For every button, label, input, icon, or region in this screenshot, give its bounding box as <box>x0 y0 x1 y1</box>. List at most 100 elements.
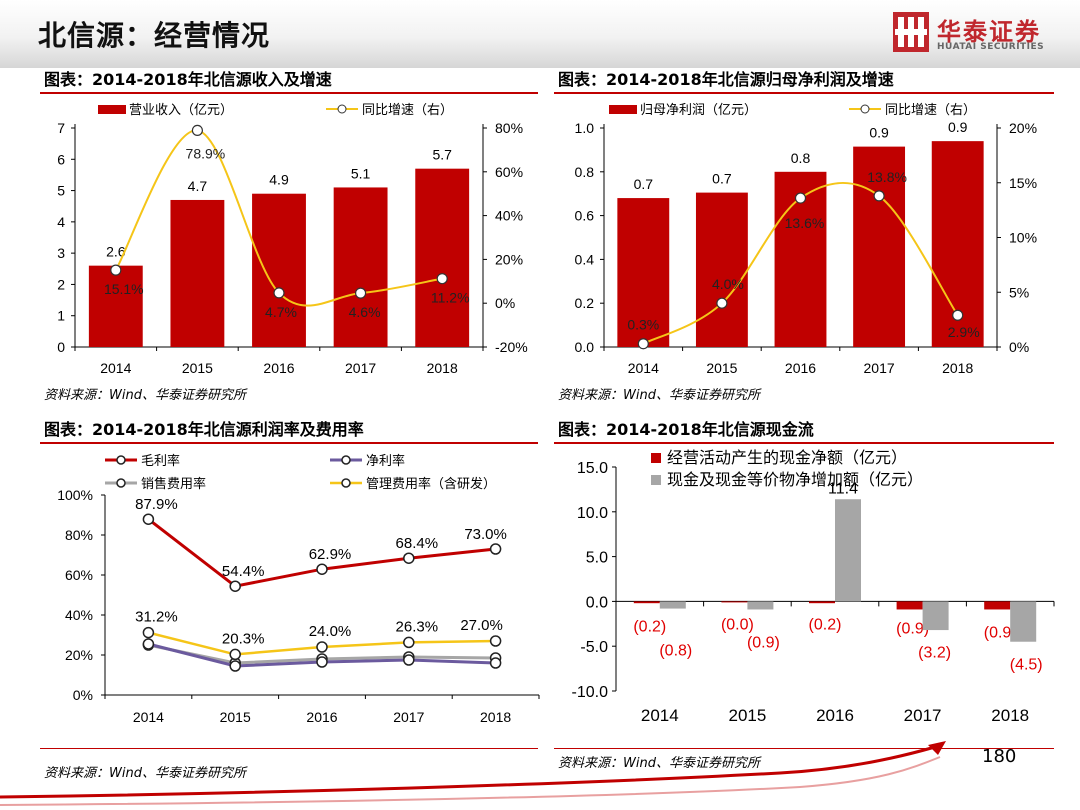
chart3-title-rule <box>40 442 538 444</box>
y-tick-label: 10.0 <box>577 505 608 522</box>
y-tick-label: 0.2 <box>575 295 595 311</box>
bar-value-label: (3.2) <box>918 644 951 661</box>
series-label: 54.4% <box>222 563 265 580</box>
bar-value-label: 0.8 <box>791 150 811 166</box>
y-tick-label: 0.0 <box>575 339 595 355</box>
growth-point <box>873 190 885 202</box>
y-tick-label: -5.0 <box>580 639 608 656</box>
chart3-bottom-rule <box>40 748 538 749</box>
series-point <box>142 638 155 650</box>
legend-bar-label: 营业收入（亿元） <box>129 102 233 117</box>
legend-line-marker <box>116 478 126 488</box>
bar-value-label: 0.9 <box>948 119 968 135</box>
bar-value-label: 0.9 <box>869 125 889 141</box>
growth-point <box>716 297 728 309</box>
bar <box>1010 601 1037 642</box>
bar <box>747 601 774 610</box>
y2-tick-label: 20% <box>1009 120 1037 136</box>
series-point <box>403 552 415 564</box>
y2-tick-label: 80% <box>495 120 523 136</box>
growth-point <box>952 309 964 321</box>
y-tick-label: 2 <box>57 276 65 292</box>
page-title: 北信源：经营情况 <box>38 19 271 52</box>
revenue-chart: 营业收入（亿元） 同比增速（右） 0 1 2 3 4 5 6 7 -20% 0% 20% 40% 60% 80… <box>57 102 528 376</box>
y2-tick-label: 15% <box>1009 175 1037 191</box>
series-point <box>403 654 415 666</box>
legend-label: 毛利率 <box>141 453 180 468</box>
x-tick-label: 2014 <box>628 360 659 376</box>
company-logo: 华泰证券 HUATAI SECURITIES <box>893 12 1053 56</box>
x-tick-label: 2016 <box>306 709 337 725</box>
series-point <box>142 513 155 525</box>
x-tick-label: 2014 <box>641 706 679 725</box>
y2-tick-label: 0% <box>495 295 515 311</box>
chart4-source: 资料来源：Wind、华泰证券研究所 <box>558 756 760 771</box>
series-label: 87.9% <box>135 496 178 513</box>
bar-value-label: 4.7 <box>188 178 208 194</box>
net-profit-chart: 归母净利润（亿元） 同比增速（右） 0.0 0.2 0.4 0.6 0.8 1.0 0% 5% 10… <box>575 102 1038 376</box>
bar-value-label: (0.0) <box>721 616 754 633</box>
y-tick-label: 1.0 <box>575 120 595 136</box>
growth-line <box>114 129 443 307</box>
y-tick-label: 3 <box>57 245 65 261</box>
y2-tick-label: 0% <box>1009 339 1029 355</box>
bar-value-label: (4.5) <box>1010 656 1043 673</box>
x-tick-label: 2017 <box>864 360 895 376</box>
series-point <box>489 543 502 555</box>
bar-value-label: (0.2) <box>633 618 666 635</box>
footer-swoosh <box>0 741 946 806</box>
y2-tick-label: 5% <box>1009 284 1029 300</box>
logo-text-en: HUATAI SECURITIES <box>937 42 1045 52</box>
growth-point <box>191 124 203 137</box>
legend-bar-swatch <box>609 105 637 114</box>
bar <box>333 187 388 347</box>
y-tick-label: 0.0 <box>586 594 608 611</box>
legend-bar-swatch <box>98 105 126 114</box>
y-tick-label: 40% <box>65 607 93 623</box>
y-tick-label: 100% <box>57 487 93 503</box>
series-label: 68.4% <box>396 535 439 552</box>
bar <box>695 192 748 347</box>
y2-tick-label: 20% <box>495 251 523 267</box>
y2-tick-label: -20% <box>495 339 528 355</box>
bar <box>721 601 748 603</box>
growth-label: 13.6% <box>785 215 825 231</box>
bar-value-label: (0.9) <box>984 624 1017 641</box>
legend-swatch <box>651 475 661 485</box>
growth-point <box>637 338 649 350</box>
bar-value-label: 5.7 <box>432 147 452 163</box>
bar <box>896 601 923 610</box>
bar <box>659 601 686 609</box>
series-label: 27.0% <box>460 617 503 634</box>
legend-line-marker <box>337 104 347 114</box>
series-point <box>403 636 415 649</box>
chart3-title: 图表：2014-2018年北信源利润率及费用率 <box>44 420 364 439</box>
bar <box>984 601 1011 610</box>
bar <box>853 146 906 347</box>
growth-point <box>273 287 285 299</box>
bar <box>88 265 143 347</box>
y2-tick-label: 40% <box>495 208 523 224</box>
x-tick-label: 2018 <box>991 706 1029 725</box>
growth-label: 4.7% <box>265 304 297 320</box>
bar-value-label: (0.9) <box>747 634 780 651</box>
cashflow-chart: 经营活动产生的现金净额（亿元） 现金及现金等价物净增加额（亿元） -10.0 -5.0… <box>572 449 1055 725</box>
growth-point <box>436 273 448 285</box>
growth-label: 0.3% <box>627 317 659 333</box>
series-point <box>489 657 502 669</box>
bar <box>835 499 861 602</box>
bar-value-label: 4.9 <box>269 172 289 188</box>
x-tick-label: 2017 <box>393 709 424 725</box>
legend-line-marker <box>341 455 351 465</box>
growth-point <box>110 264 122 276</box>
legend-line-marker <box>116 455 126 465</box>
y-tick-label: 0.6 <box>575 208 595 224</box>
legend-line-marker <box>860 104 870 114</box>
bar <box>809 601 835 604</box>
bar-value-label: (0.2) <box>809 616 842 633</box>
chart1-title: 图表：2014-2018年北信源收入及增速 <box>44 70 332 89</box>
bar <box>922 601 949 631</box>
bar-value-label: 0.7 <box>634 176 654 192</box>
y-tick-label: 20% <box>65 647 93 663</box>
